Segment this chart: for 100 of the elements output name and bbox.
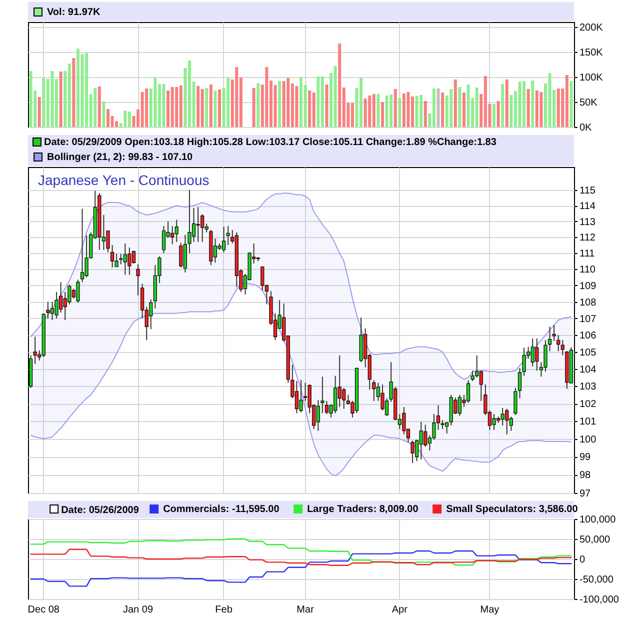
bar	[68, 64, 71, 127]
bar	[252, 88, 256, 127]
y-tick-label: 97	[580, 488, 592, 500]
candlestick	[226, 226, 230, 246]
y-tick-label: 150K	[580, 48, 604, 58]
y-tick-label: 101	[580, 416, 597, 428]
y-tick-label: 100K	[580, 72, 604, 84]
candlestick	[46, 301, 50, 319]
chart-subtitle: Date: 05/29/2009 Open:103.18 High:105.28 Low:103.17 Close:105.11 Change:1.89 %Change:1.83	[44, 137, 497, 148]
bar	[214, 90, 217, 127]
bar	[42, 78, 46, 127]
x-tick-label: Mar	[296, 604, 315, 616]
bar	[72, 58, 76, 127]
bar	[320, 76, 324, 127]
candlestick	[68, 284, 72, 305]
bar	[166, 90, 170, 127]
y-tick-label: 103	[580, 382, 597, 393]
bar	[218, 90, 222, 127]
bar	[334, 66, 337, 127]
candlestick	[342, 387, 346, 410]
candlestick	[432, 414, 436, 440]
y-tick-label: -50,000	[580, 574, 614, 586]
bar	[338, 44, 342, 127]
candlestick	[410, 440, 414, 464]
y-tick-label: 113	[580, 216, 596, 228]
bar	[492, 104, 496, 127]
candlestick	[424, 424, 428, 448]
y-tick-label: 105	[580, 347, 597, 358]
candlestick	[132, 250, 136, 264]
bar	[179, 86, 182, 127]
bar	[282, 81, 286, 127]
line-series	[30, 550, 572, 587]
bar	[200, 89, 204, 127]
bar	[372, 94, 376, 127]
bar	[162, 84, 166, 127]
candlestick	[544, 340, 548, 372]
y-tick-label: -100,000	[580, 594, 620, 606]
bar	[531, 80, 534, 127]
candlestick	[402, 406, 406, 435]
bar	[505, 80, 508, 127]
bar	[380, 102, 384, 127]
bar	[98, 86, 101, 127]
bar	[350, 103, 354, 127]
bar	[510, 95, 513, 127]
bar	[235, 67, 238, 127]
bar	[496, 101, 500, 127]
legend-label: Vol: 91.97K	[47, 7, 101, 18]
x-tick-label: May	[480, 604, 500, 616]
y-tick-label: 107	[580, 314, 597, 325]
bar	[278, 81, 282, 127]
candlestick	[470, 370, 474, 382]
bar	[441, 92, 444, 127]
bar	[436, 88, 440, 127]
bar	[484, 76, 487, 127]
x-tick-label: Apr	[392, 604, 408, 616]
bar	[209, 84, 212, 127]
bar	[501, 84, 504, 127]
candlestick	[50, 301, 54, 321]
bar	[50, 71, 54, 127]
candlestick	[530, 338, 534, 367]
candlestick	[106, 230, 110, 253]
candlestick	[128, 246, 132, 276]
bar	[385, 96, 388, 127]
y-tick-label: 109	[580, 280, 597, 292]
bar	[256, 83, 260, 127]
y-tick-label: 0	[580, 554, 586, 566]
bar	[462, 92, 466, 127]
bar	[170, 87, 174, 127]
y-tick-label: 115	[580, 186, 596, 197]
candlestick	[222, 226, 226, 253]
y-tick-label: 104	[580, 364, 597, 376]
bar	[94, 88, 97, 127]
bar	[38, 97, 41, 127]
bar	[398, 98, 402, 127]
candlestick	[466, 380, 470, 404]
candlestick	[535, 338, 539, 372]
y-tick-label: 100,000	[580, 514, 616, 526]
y-tick-label: 110	[580, 264, 596, 276]
candlestick	[192, 207, 196, 242]
bar	[128, 112, 131, 127]
candlestick	[149, 298, 153, 330]
candlestick	[380, 384, 384, 412]
candlestick	[548, 326, 552, 352]
bar	[368, 96, 372, 127]
bar	[196, 86, 200, 127]
x-tick-label: Dec 08	[28, 604, 60, 616]
bar	[450, 89, 453, 127]
y-tick-label: 102	[580, 399, 597, 410]
bar	[308, 90, 312, 127]
bar	[286, 78, 290, 127]
y-tick-label: 111	[580, 248, 596, 260]
candlestick	[316, 400, 320, 432]
candlestick	[119, 253, 123, 265]
bar	[85, 53, 88, 127]
bar	[526, 89, 530, 127]
bar	[565, 75, 568, 127]
candlestick	[136, 264, 140, 296]
bar	[475, 88, 478, 127]
candlestick	[522, 347, 526, 376]
candlestick	[338, 354, 342, 408]
